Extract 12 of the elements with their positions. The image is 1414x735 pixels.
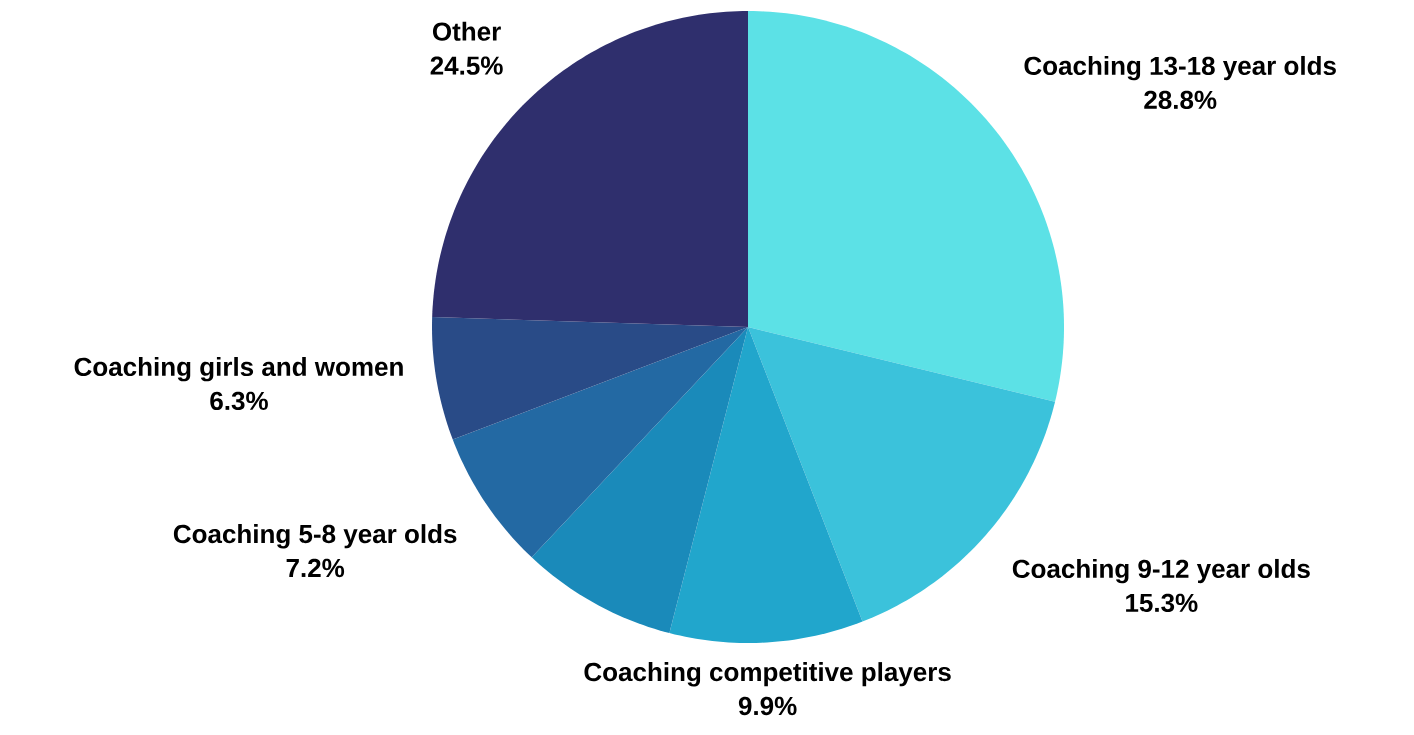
data-label: 7.2% [286, 558, 345, 578]
data-label: 24.5% [430, 56, 503, 75]
slice-label: Other [432, 21, 501, 41]
slice-label: Coaching girls and women [74, 356, 403, 382]
slice-label: Coaching 9-12 year olds [1012, 558, 1310, 584]
data-label: 6.3% [210, 391, 268, 411]
data-label: 9.9% [738, 696, 797, 716]
data-label: 15.3% [1126, 593, 1198, 613]
data-label: 28.8% [1144, 90, 1217, 110]
slice-label: Coaching 13-18 year olds [1024, 55, 1336, 81]
slice-label: Coaching 5-8 year olds [173, 524, 457, 549]
slice-label: Coaching competitive players [584, 662, 951, 687]
